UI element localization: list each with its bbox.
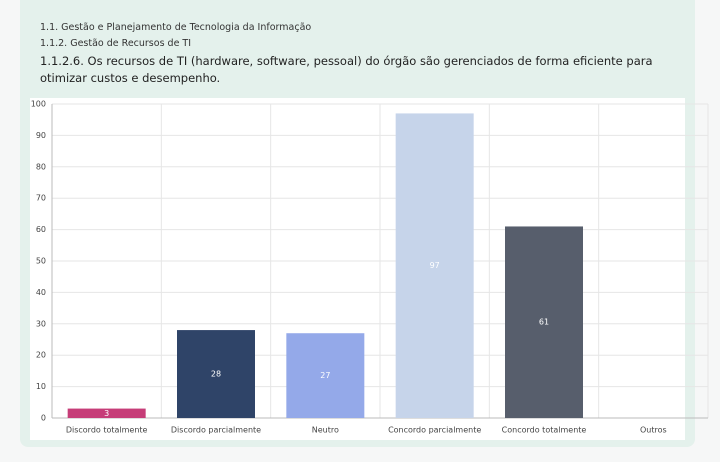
bar bbox=[177, 330, 255, 418]
y-tick-label: 100 bbox=[31, 100, 46, 109]
x-tick-label: Discordo totalmente bbox=[66, 426, 148, 435]
x-tick-label: Neutro bbox=[312, 426, 339, 435]
bar bbox=[395, 113, 474, 419]
y-tick-label: 70 bbox=[36, 194, 46, 203]
y-tick-label: 90 bbox=[36, 131, 46, 140]
value-label: 97 bbox=[430, 261, 440, 270]
x-tick-label: Concordo parcialmente bbox=[388, 426, 481, 435]
y-tick-label: 0 bbox=[41, 414, 46, 423]
bar bbox=[286, 333, 365, 418]
x-tick-label: Discordo parcialmente bbox=[171, 426, 261, 435]
y-tick-label: 60 bbox=[36, 225, 46, 234]
question: 1.1.2.6. Os recursos de TI (hardware, so… bbox=[40, 54, 653, 85]
y-tick-label: 20 bbox=[36, 351, 46, 360]
y-tick-label: 30 bbox=[36, 319, 46, 328]
breadcrumb-1: 1.1. Gestão e Planejamento de Tecnologia… bbox=[40, 22, 312, 33]
breadcrumb-2: 1.1.2. Gestão de Recursos de TI bbox=[40, 38, 192, 49]
y-tick-label: 10 bbox=[36, 382, 46, 391]
x-tick-label: Outros bbox=[640, 426, 667, 435]
x-tick-label: Concordo totalmente bbox=[502, 426, 587, 435]
value-label: 61 bbox=[539, 318, 549, 327]
y-tick-label: 50 bbox=[36, 257, 46, 266]
value-label: 28 bbox=[211, 370, 221, 379]
y-tick-label: 80 bbox=[36, 162, 46, 171]
value-label: 27 bbox=[320, 371, 330, 380]
y-tick-label: 40 bbox=[36, 288, 46, 297]
bar bbox=[67, 408, 146, 418]
header: 1.1. Gestão e Planejamento de Tecnologia… bbox=[40, 20, 680, 87]
value-label: 3 bbox=[104, 409, 109, 418]
bar bbox=[505, 226, 583, 418]
